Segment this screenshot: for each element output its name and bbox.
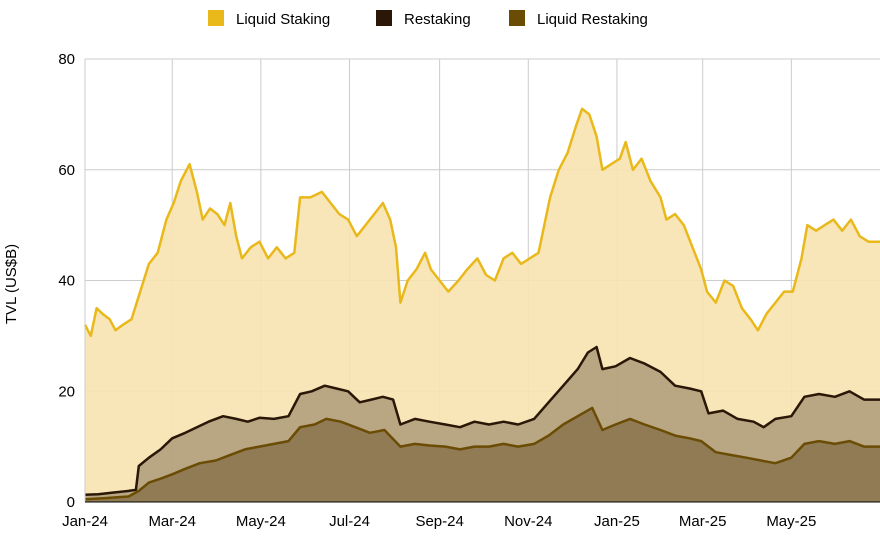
x-tick-label: May-25: [766, 513, 816, 530]
legend-swatch-liquid-staking: [208, 10, 224, 26]
y-tick-label: 80: [58, 51, 75, 68]
legend-label-restaking: Restaking: [404, 11, 471, 28]
y-axis-label: TVL (US$B): [3, 244, 20, 324]
x-tick-label: Sep-24: [415, 513, 463, 530]
y-tick-label: 60: [58, 162, 75, 179]
legend-label-liquid-staking: Liquid Staking: [236, 11, 330, 28]
legend-swatch-restaking: [376, 10, 392, 26]
liquid-staking-line: [83, 107, 880, 338]
x-tick-label: Mar-24: [148, 513, 196, 530]
liquid-restaking-area: [85, 407, 880, 502]
x-tick-label: Jul-24: [329, 513, 370, 530]
legend: Liquid Staking Restaking Liquid Restaking: [208, 10, 648, 28]
restaking-line: [84, 345, 880, 497]
x-tick-label: Mar-25: [679, 513, 727, 530]
x-tick-label: Nov-24: [504, 513, 552, 530]
legend-swatch-liquid-restaking: [509, 10, 525, 26]
x-tick-label: May-24: [236, 513, 286, 530]
y-tick-label: 0: [67, 494, 75, 511]
axes: 0 20 40 60 80 Jan-24 Mar-24 May-24 Jul-24 Sep-24 N…: [58, 51, 880, 530]
y-tick-label: 40: [58, 273, 75, 290]
series-areas: [83, 107, 880, 503]
liquid-restaking-line: [84, 406, 880, 501]
x-tick-label: Jan-24: [62, 513, 108, 530]
x-tick-label: Jan-25: [594, 513, 640, 530]
legend-label-liquid-restaking: Liquid Restaking: [537, 11, 648, 28]
y-tick-label: 20: [58, 383, 75, 400]
